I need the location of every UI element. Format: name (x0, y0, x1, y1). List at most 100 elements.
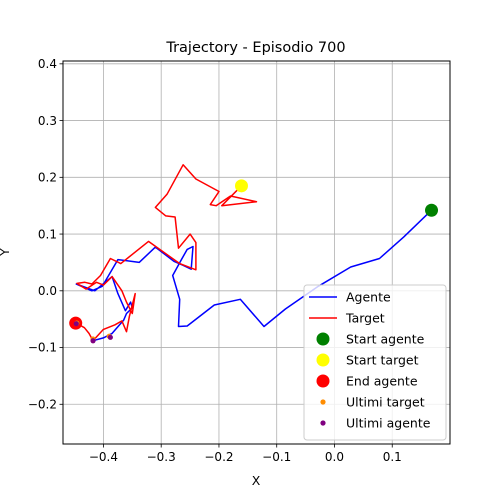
agente-point (91, 290, 92, 291)
target-point (230, 195, 231, 196)
agente-point (123, 320, 124, 321)
x-tick-label: −0.3 (147, 450, 176, 464)
target-point (84, 282, 85, 283)
end-agente-legend-label: End agente (346, 374, 418, 389)
start-agente-marker (425, 203, 439, 217)
target-point (114, 324, 115, 325)
agente-legend-label: Agente (346, 290, 391, 305)
agente-point (181, 259, 182, 260)
target-point (195, 269, 196, 270)
target-point (88, 333, 89, 334)
ultimi-agente-point (90, 338, 96, 344)
start-target-marker (234, 179, 248, 193)
agente-point (403, 236, 404, 237)
target-point (132, 313, 133, 314)
x-tick-label: 0.0 (325, 450, 344, 464)
agente-point (172, 275, 173, 276)
target-point (91, 283, 92, 284)
y-tick-label: 0.1 (38, 227, 57, 241)
agente-point (187, 249, 188, 250)
y-tick-label: 0.2 (38, 171, 57, 185)
x-tick-label: −0.1 (262, 450, 291, 464)
target-point (103, 329, 104, 330)
target-legend-label: Target (345, 311, 385, 326)
agente-point (350, 266, 351, 267)
axis-ticks: −0.4 −0.3 −0.2 −0.1 0.0 0.1 −0.2 −0.1 0.0 0.1 0.2 0… (28, 57, 402, 464)
plot-data (69, 164, 439, 344)
ultimi-agente-point (107, 334, 113, 340)
target-point (110, 258, 111, 259)
agente-point (139, 262, 140, 263)
target-point (121, 320, 122, 321)
target-point (165, 215, 166, 216)
target-point (195, 178, 196, 179)
target-point (195, 242, 196, 243)
agente-point (214, 304, 215, 305)
agente-point (126, 313, 127, 314)
y-tick-label: 0.4 (38, 57, 57, 71)
target-point (76, 283, 77, 284)
agente-point (94, 290, 95, 291)
start-target-legend-label: Start target (346, 353, 419, 368)
agente-point (130, 302, 131, 303)
target-point (96, 282, 97, 283)
target-point (218, 191, 219, 192)
agente-point (119, 324, 120, 325)
agente-point (179, 299, 180, 300)
target-point (126, 331, 127, 332)
target-point (166, 194, 167, 195)
target-point (215, 205, 216, 206)
target-point (178, 248, 179, 249)
target-point (129, 316, 130, 317)
y-tick-label: 0.3 (38, 114, 57, 128)
target-point (103, 285, 104, 286)
y-tick-label: −0.2 (28, 397, 57, 411)
target-point (86, 288, 87, 289)
agente-point (187, 325, 188, 326)
agente-point (173, 261, 174, 262)
target-point (126, 302, 127, 303)
x-tick-label: 0.1 (383, 450, 402, 464)
y-tick-label: −0.1 (28, 341, 57, 355)
target-point (135, 293, 136, 294)
y-axis-label: Y (0, 248, 12, 257)
legend-box (303, 284, 447, 441)
target-point (183, 164, 184, 165)
target-line (75, 164, 258, 342)
agente-point (111, 333, 112, 334)
agente-point (192, 246, 193, 247)
agente-point (263, 326, 264, 327)
target-point (120, 263, 121, 264)
target-point (100, 275, 101, 276)
target-point (121, 290, 122, 291)
target-point (84, 327, 85, 328)
agente-point (285, 308, 286, 309)
start-agente-legend-swatch (316, 332, 330, 346)
agente-point (125, 310, 126, 311)
agente-point (102, 286, 103, 287)
x-tick-label: −0.2 (204, 450, 233, 464)
ultimi-agente-point (73, 321, 79, 327)
x-axis-label: X (252, 473, 261, 488)
target-point (174, 216, 175, 217)
target-point (189, 233, 190, 234)
start-target-legend-swatch (316, 353, 330, 367)
x-tick-label: −0.4 (89, 450, 118, 464)
ultimi-agente-legend-label: Ultimi agente (346, 416, 431, 431)
agente-point (117, 293, 118, 294)
ultimi-target-legend-swatch (320, 399, 326, 405)
target-point (148, 241, 149, 242)
agente-point (178, 326, 179, 327)
chart-title: Trajectory - Episodio 700 (165, 40, 345, 56)
ultimi-target-legend-label: Ultimi target (346, 395, 425, 410)
plot-frame (62, 60, 451, 445)
y-tick-label: 0.0 (38, 284, 57, 298)
agente-point (103, 337, 104, 338)
target-point (179, 263, 180, 264)
legend: Agente Target Start agente Start target End … (303, 284, 447, 441)
agente-point (379, 258, 380, 259)
target-point (210, 204, 211, 205)
target-point (111, 276, 112, 277)
